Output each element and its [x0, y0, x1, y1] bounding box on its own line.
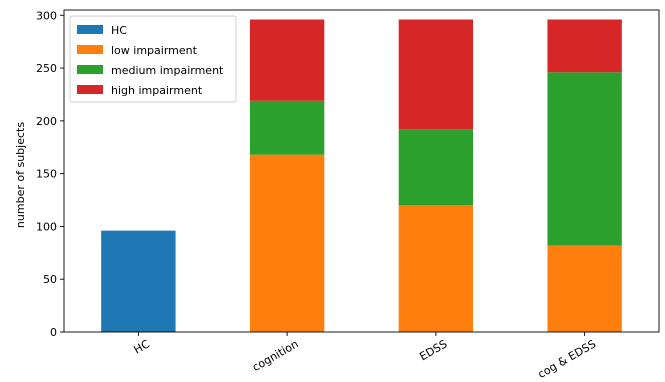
x-tick-label-cog-edss: cog & EDSS	[536, 337, 599, 381]
legend-box	[69, 15, 237, 103]
bar-medium-impairment-edss	[398, 129, 474, 206]
y-tick-label: 0	[50, 326, 57, 339]
plot-frame	[63, 9, 660, 333]
bar-low-impairment-edss	[398, 205, 474, 332]
y-axis: 0 50 100 150 200 250 300	[36, 9, 64, 339]
bar-high-impairment-cog-edss	[547, 19, 622, 73]
x-axis: HC cognition EDSS cog & EDSS	[132, 332, 599, 381]
legend: HC low impairment medium impairment high im…	[69, 15, 237, 103]
bar-medium-impairment-cognition	[249, 100, 325, 155]
y-tick-label: 50	[43, 273, 57, 286]
legend-swatch-medium-impairment	[77, 65, 103, 74]
y-axis-label: number of subjects	[14, 122, 27, 228]
x-tick-label-cognition: cognition	[250, 337, 301, 374]
bar-medium-impairment-cog-edss	[547, 72, 622, 246]
legend-swatch-hc	[77, 25, 103, 34]
bar-hc-hc	[101, 230, 176, 332]
x-tick-label-edss: EDSS	[417, 337, 449, 363]
x-tick-label-hc: HC	[132, 337, 153, 356]
legend-label-low-impairment: low impairment	[111, 44, 198, 57]
legend-swatch-high-impairment	[77, 85, 103, 94]
bar-low-impairment-cognition	[249, 154, 325, 332]
y-tick-label: 100	[36, 220, 57, 233]
legend-label-hc: HC	[111, 24, 127, 37]
bar-low-impairment-cog-edss	[547, 245, 622, 332]
y-tick-label: 200	[36, 115, 57, 128]
bar-high-impairment-cognition	[249, 19, 325, 101]
y-tick-label: 250	[36, 62, 57, 75]
legend-swatch-low-impairment	[77, 45, 103, 54]
legend-label-high-impairment: high impairment	[111, 84, 203, 97]
y-tick-label: 150	[36, 168, 57, 181]
bar-high-impairment-edss	[398, 19, 474, 130]
legend-label-medium-impairment: medium impairment	[111, 64, 224, 77]
y-tick-label: 300	[36, 9, 57, 22]
bars-group	[101, 19, 622, 332]
